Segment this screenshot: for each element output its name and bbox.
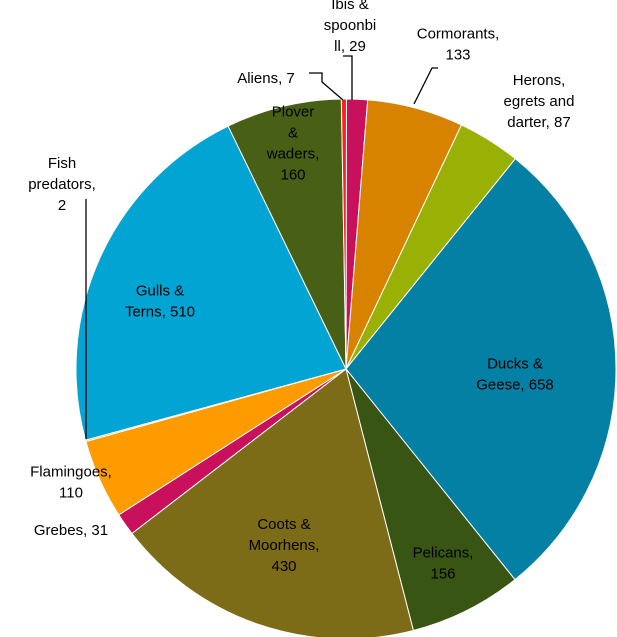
data-label-gulls-and-terns: Gulls & Terns, 510: [125, 283, 195, 321]
data-label-pelicans: Pelicans, 156: [413, 545, 474, 583]
data-label-coots-and-moorhens: Coots & Moorhens, 430: [249, 516, 320, 575]
data-label-flamingoes: Flamingoes, 110: [30, 464, 112, 502]
data-label-fish-predators: Fish predators, 2: [28, 155, 96, 214]
data-label-ducks-and-geese: Ducks & Geese, 658: [476, 356, 554, 394]
leader-lines: [85, 55, 438, 439]
pie-slice-pelicans: [345, 368, 516, 632]
data-labels: Ibis & spoonbi ll, 29 Cormorants, 133Herons,…: [28, 0, 574, 583]
data-label-ibis-and-spoonbill: Ibis & spoonbi ll, 29: [324, 0, 377, 55]
pie-slice-ducks-and-geese: [345, 158, 617, 581]
data-label-cormorants: Cormorants, 133: [417, 26, 500, 64]
leader-line-cormorants: [413, 67, 438, 105]
data-label-aliens: Aliens, 7: [237, 70, 295, 87]
leader-line-ibis-and-spoonbill: [343, 55, 353, 100]
pie-slice-plover-and-waders: [227, 98, 347, 370]
data-label-grebes: Grebes, 31: [34, 522, 108, 539]
leader-line-aliens: [309, 72, 344, 101]
pie-slices: [75, 98, 617, 637]
data-label-plover-and-waders: Plover & waders, 160: [266, 104, 320, 184]
pie-slice-gulls-and-terns: [75, 125, 347, 441]
data-label-herons-egrets-and-darter: Herons, egrets and darter, 87: [504, 72, 575, 131]
